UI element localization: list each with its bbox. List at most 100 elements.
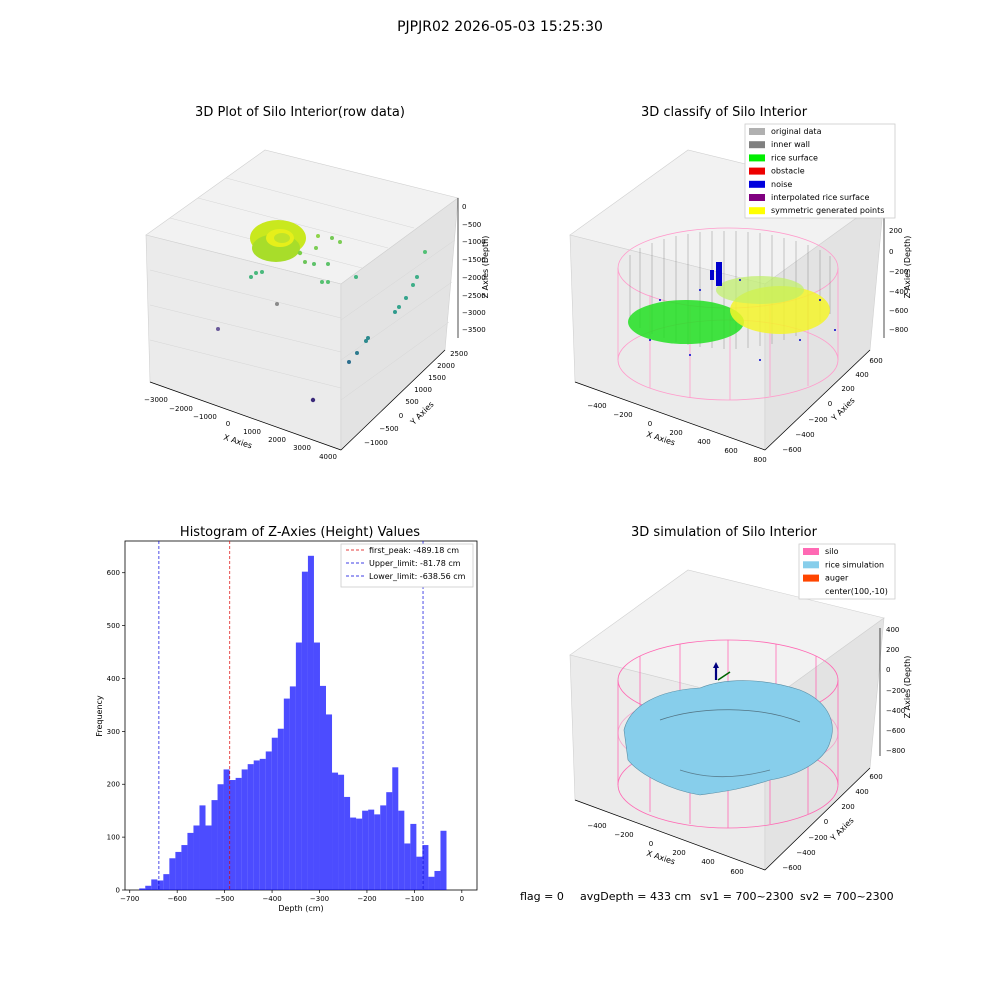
classify-legend-label: original data [771,127,822,136]
histogram-bar [211,800,218,890]
histogram-bar [277,728,284,890]
svg-text:0: 0 [462,203,466,211]
histogram-bar [404,843,411,890]
histogram-y-tick-label: 200 [107,781,120,789]
raw-dense-cluster-core [274,233,290,243]
histogram-x-tick-label: −300 [310,895,329,903]
raw-3d-panel[interactable]: 3D Plot of Silo Interior(row data) [144,105,490,461]
raw-point [260,270,264,274]
classify-legend-label: inner wall [771,140,810,149]
raw-point [312,262,316,266]
histogram-bar [338,774,345,890]
histogram-bar [380,805,387,890]
histogram-bar [199,805,206,890]
classify-z-ticks: 200 0 −200 −400 −600 −800 [889,227,908,334]
histogram-x-tick-label: −100 [405,895,424,903]
raw-point [364,339,368,343]
raw-point [423,250,427,254]
raw-point [415,275,419,279]
svg-text:0: 0 [886,666,890,674]
svg-text:1000: 1000 [243,428,261,436]
histogram-bar [271,737,278,890]
histogram-bar [193,825,200,890]
svg-text:−1000: −1000 [364,439,388,447]
classify-legend-swatch [749,194,765,201]
raw-point [330,236,334,240]
raw-point [354,275,358,279]
raw-point [275,302,279,306]
histogram-y-tick-label: 0 [116,887,120,895]
svg-text:400: 400 [701,858,714,866]
histogram-bar [422,845,429,890]
status-flag: flag = 0 [520,890,564,903]
raw-z-ticks: 0 −500 −1000 −1500 −2000 −2500 −3000 −35… [462,203,486,334]
figure-suptitle: PJPJR02 2026-05-03 15:25:30 [397,19,603,35]
histogram-bar [434,870,441,890]
histogram-x-tick-label: −400 [262,895,281,903]
svg-text:−200: −200 [889,268,908,276]
svg-text:200: 200 [886,646,899,654]
svg-text:0: 0 [889,248,893,256]
histogram-y-tick-label: 400 [107,675,120,683]
classify-3d-panel[interactable]: 3D classify of Silo Interior [569,105,912,464]
svg-text:2500: 2500 [450,350,468,358]
classify-legend-label: symmetric generated points [771,206,884,215]
svg-text:200: 200 [672,849,685,857]
histogram-legend-label: first_peak: -489.18 cm [369,546,459,555]
histogram-bar [163,874,170,890]
classify-y-ticks: −600 −400 −200 0 200 400 600 [782,357,882,454]
histogram-bar [283,698,290,890]
histogram-bar [187,832,194,890]
raw-point [249,275,253,279]
histogram-bar [428,876,435,890]
svg-text:500: 500 [405,398,418,406]
histogram-bar [374,814,381,890]
raw-point [216,327,220,331]
raw-point [404,296,408,300]
raw-scatter-points [216,220,427,403]
simulation-z-label: Z Axies (Depth) [903,656,912,719]
simulation-legend-swatch [803,574,819,582]
histogram-legend: first_peak: -489.18 cm Upper_limit: -81.7… [340,543,474,588]
svg-text:400: 400 [697,438,710,446]
histogram-bar [392,767,399,890]
histogram-bar [265,751,272,890]
simulation-3d-panel[interactable]: 3D simulation of Silo Interior [569,525,912,876]
histogram-panel[interactable]: Histogram of Z-Axies (Height) Values −70… [95,525,478,913]
classify-panel-title: 3D classify of Silo Interior [641,105,808,120]
svg-text:0: 0 [226,420,230,428]
svg-text:−400: −400 [587,402,606,410]
svg-text:−1000: −1000 [193,413,217,421]
histogram-y-tick-label: 500 [107,622,120,630]
histogram-bar [350,817,357,890]
svg-text:200: 200 [669,429,682,437]
svg-text:−200: −200 [808,416,827,424]
svg-text:4000: 4000 [319,453,337,461]
histogram-bar [332,772,339,890]
svg-text:−2500: −2500 [462,292,486,300]
histogram-bar [169,858,176,890]
svg-text:−600: −600 [782,446,801,454]
simulation-z-ticks: 400 200 0 −200 −400 −600 −800 [886,626,905,755]
raw-point [393,310,397,314]
svg-text:−200: −200 [614,831,633,839]
histogram-bar [241,769,248,890]
raw-point [347,360,351,364]
simulation-legend-swatch [803,548,819,555]
histogram-title: Histogram of Z-Axies (Height) Values [180,525,420,540]
svg-text:400: 400 [855,371,868,379]
histogram-bar [313,642,320,890]
classify-legend-label: noise [771,180,792,189]
raw-point [411,283,415,287]
svg-text:0: 0 [399,412,403,420]
svg-text:−600: −600 [889,307,908,315]
simulation-x-ticks: −400 −200 0 200 400 600 [587,822,743,876]
svg-text:2000: 2000 [268,436,286,444]
histogram-x-tick-label: 0 [460,895,464,903]
status-avg-depth: avgDepth = 433 cm [580,890,691,903]
status-sv2: sv2 = 700~2300 [800,890,894,903]
classify-rice-far [716,276,804,304]
histogram-bar [362,810,369,890]
classify-y-axis-line [764,349,871,451]
